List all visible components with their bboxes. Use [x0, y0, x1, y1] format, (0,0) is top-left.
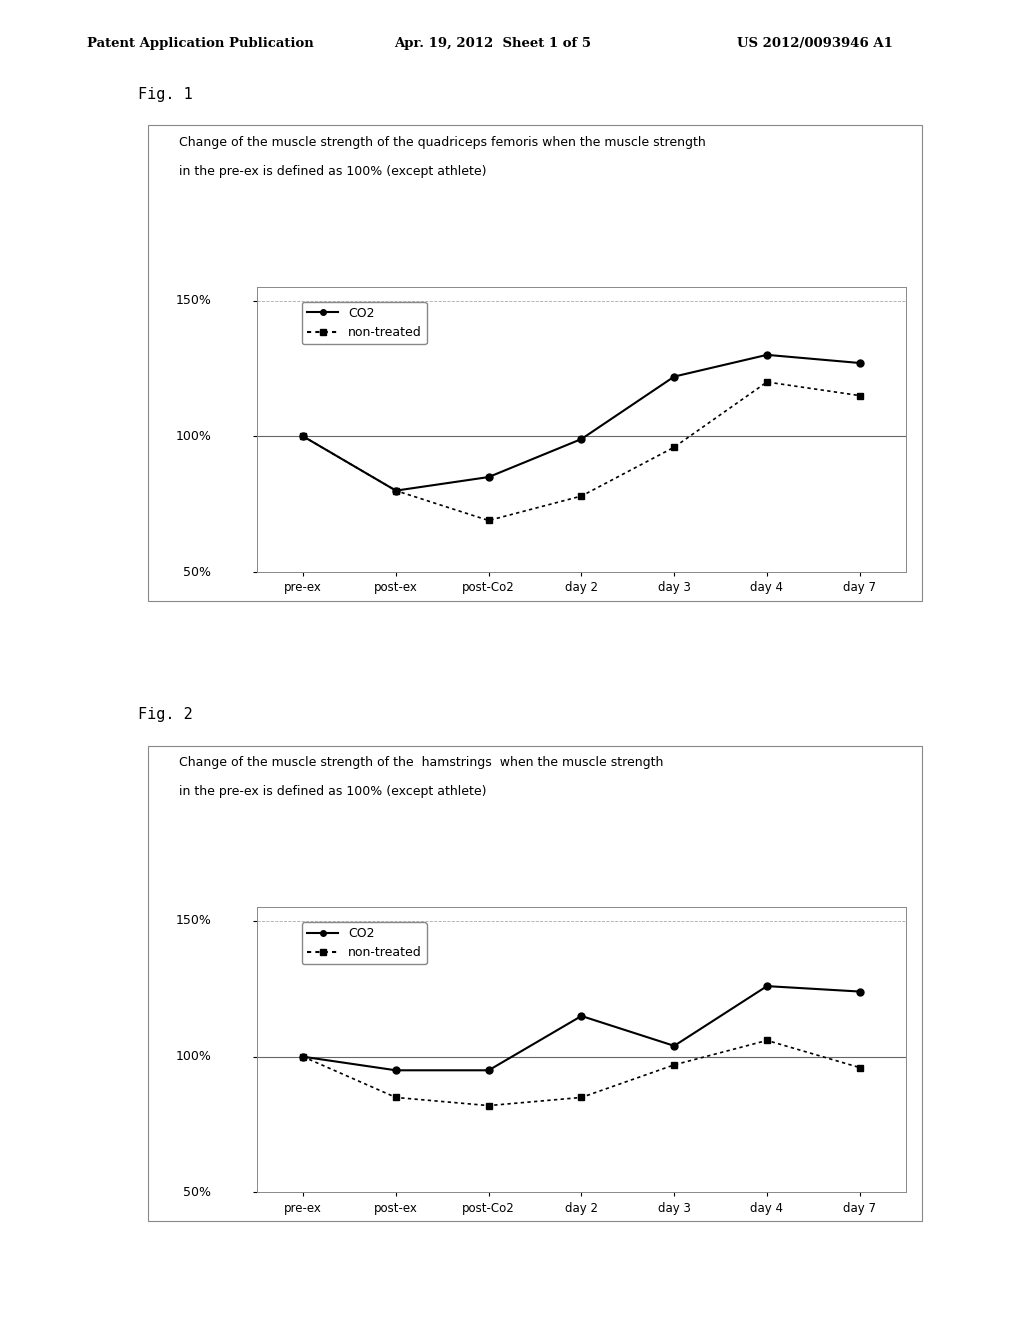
non-treated [297, 1049, 309, 1065]
CO2 [575, 432, 588, 447]
Text: in the pre-ex is defined as 100% (except athlete): in the pre-ex is defined as 100% (except… [179, 785, 486, 799]
Text: 50%: 50% [183, 565, 211, 578]
CO2 [761, 978, 773, 994]
Legend: CO2, non-treated: CO2, non-treated [302, 302, 427, 345]
Text: Apr. 19, 2012  Sheet 1 of 5: Apr. 19, 2012 Sheet 1 of 5 [394, 37, 591, 50]
non-treated [482, 1098, 495, 1114]
CO2 [482, 1063, 495, 1078]
Line: CO2: CO2 [300, 351, 863, 494]
CO2 [575, 1008, 588, 1024]
Text: in the pre-ex is defined as 100% (except athlete): in the pre-ex is defined as 100% (except… [179, 165, 486, 178]
non-treated [297, 429, 309, 445]
Line: non-treated: non-treated [300, 1038, 863, 1109]
Text: 150%: 150% [175, 915, 211, 928]
non-treated [761, 374, 773, 389]
non-treated [668, 1057, 680, 1073]
non-treated [575, 488, 588, 504]
CO2 [297, 429, 309, 445]
Text: Patent Application Publication: Patent Application Publication [87, 37, 313, 50]
Text: Fig. 2: Fig. 2 [138, 708, 193, 722]
Line: CO2: CO2 [300, 982, 863, 1073]
Text: Fig. 1: Fig. 1 [138, 87, 193, 102]
Legend: CO2, non-treated: CO2, non-treated [302, 923, 427, 965]
CO2 [854, 355, 866, 371]
Text: 50%: 50% [183, 1185, 211, 1199]
CO2 [297, 1049, 309, 1065]
CO2 [668, 368, 680, 384]
non-treated [854, 388, 866, 404]
Text: 100%: 100% [175, 1051, 211, 1063]
Text: 100%: 100% [175, 430, 211, 442]
Text: Change of the muscle strength of the  hamstrings  when the muscle strength: Change of the muscle strength of the ham… [179, 756, 664, 770]
non-treated [390, 483, 402, 499]
CO2 [854, 983, 866, 999]
CO2 [482, 469, 495, 484]
non-treated [761, 1032, 773, 1048]
CO2 [761, 347, 773, 363]
Text: US 2012/0093946 A1: US 2012/0093946 A1 [737, 37, 893, 50]
CO2 [390, 483, 402, 499]
non-treated [482, 512, 495, 528]
Line: non-treated: non-treated [300, 379, 863, 524]
non-treated [668, 440, 680, 455]
CO2 [390, 1063, 402, 1078]
CO2 [668, 1038, 680, 1053]
Text: 150%: 150% [175, 294, 211, 308]
Text: Change of the muscle strength of the quadriceps femoris when the muscle strength: Change of the muscle strength of the qua… [179, 136, 706, 149]
non-treated [854, 1060, 866, 1076]
non-treated [390, 1089, 402, 1105]
non-treated [575, 1089, 588, 1105]
